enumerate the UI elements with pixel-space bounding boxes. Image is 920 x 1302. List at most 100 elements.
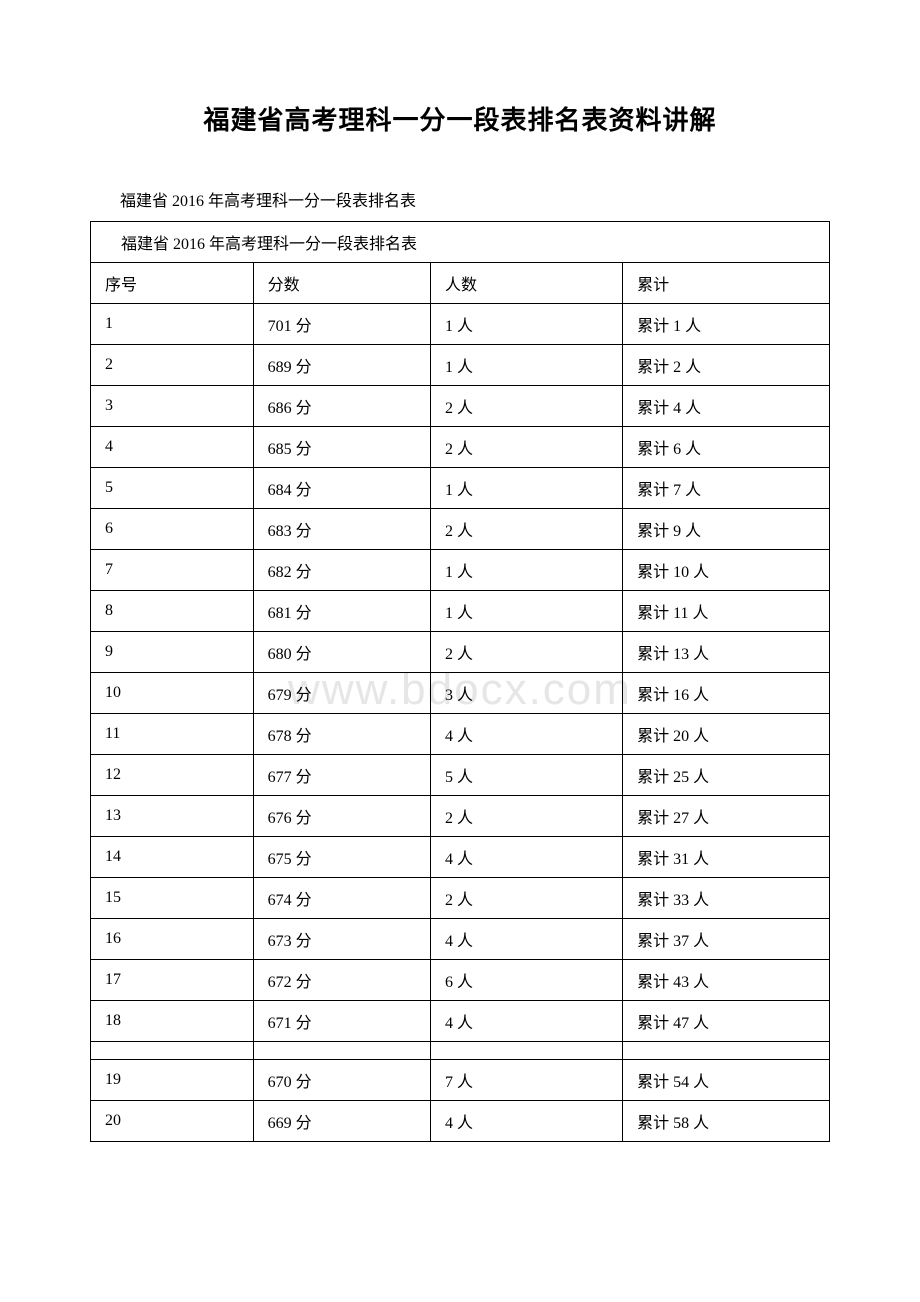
cell-count: 2 人 [430, 878, 622, 919]
cell-index: 15 [91, 878, 254, 919]
cell-count: 2 人 [430, 632, 622, 673]
table-caption-row: 福建省 2016 年高考理科一分一段表排名表 [91, 222, 830, 263]
cell-score: 675 分 [253, 837, 430, 878]
cell-index: 8 [91, 591, 254, 632]
cell-index: 5 [91, 468, 254, 509]
table-row: 13676 分2 人累计 27 人 [91, 796, 830, 837]
table-row: 4685 分2 人累计 6 人 [91, 427, 830, 468]
cell-index: 20 [91, 1101, 254, 1142]
cell-count: 5 人 [430, 755, 622, 796]
cell-count: 2 人 [430, 386, 622, 427]
cell-index: 10 [91, 673, 254, 714]
cell-cumulative: 累计 33 人 [623, 878, 830, 919]
cell-score: 674 分 [253, 878, 430, 919]
cell-count: 6 人 [430, 960, 622, 1001]
table-row: 19670 分7 人累计 54 人 [91, 1060, 830, 1101]
cell-count: 1 人 [430, 345, 622, 386]
cell-count: 4 人 [430, 837, 622, 878]
document-title: 福建省高考理科一分一段表排名表资料讲解 [90, 100, 830, 137]
cell-cumulative: 累计 7 人 [623, 468, 830, 509]
cell-score: 684 分 [253, 468, 430, 509]
spacer-cell [91, 1042, 254, 1060]
cell-count: 7 人 [430, 1060, 622, 1101]
header-count: 人数 [430, 263, 622, 304]
cell-count: 4 人 [430, 919, 622, 960]
table-row: 20669 分4 人累计 58 人 [91, 1101, 830, 1142]
table-row: 9680 分2 人累计 13 人 [91, 632, 830, 673]
cell-count: 1 人 [430, 468, 622, 509]
cell-score: 689 分 [253, 345, 430, 386]
cell-count: 1 人 [430, 550, 622, 591]
table-row: 15674 分2 人累计 33 人 [91, 878, 830, 919]
cell-score: 678 分 [253, 714, 430, 755]
table-row: 18671 分4 人累计 47 人 [91, 1001, 830, 1042]
table-row: 12677 分5 人累计 25 人 [91, 755, 830, 796]
cell-cumulative: 累计 16 人 [623, 673, 830, 714]
table-row: 5684 分1 人累计 7 人 [91, 468, 830, 509]
table-row: 8681 分1 人累计 11 人 [91, 591, 830, 632]
cell-cumulative: 累计 37 人 [623, 919, 830, 960]
cell-score: 683 分 [253, 509, 430, 550]
cell-score: 670 分 [253, 1060, 430, 1101]
header-cumulative: 累计 [623, 263, 830, 304]
cell-score: 673 分 [253, 919, 430, 960]
cell-cumulative: 累计 9 人 [623, 509, 830, 550]
cell-index: 1 [91, 304, 254, 345]
cell-cumulative: 累计 31 人 [623, 837, 830, 878]
cell-cumulative: 累计 27 人 [623, 796, 830, 837]
cell-index: 12 [91, 755, 254, 796]
table-caption: 福建省 2016 年高考理科一分一段表排名表 [91, 222, 830, 263]
cell-count: 1 人 [430, 591, 622, 632]
spacer-cell [623, 1042, 830, 1060]
cell-cumulative: 累计 43 人 [623, 960, 830, 1001]
cell-score: 686 分 [253, 386, 430, 427]
cell-count: 4 人 [430, 1101, 622, 1142]
cell-index: 13 [91, 796, 254, 837]
cell-cumulative: 累计 58 人 [623, 1101, 830, 1142]
cell-cumulative: 累计 20 人 [623, 714, 830, 755]
cell-cumulative: 累计 2 人 [623, 345, 830, 386]
cell-count: 4 人 [430, 714, 622, 755]
score-ranking-table: 福建省 2016 年高考理科一分一段表排名表 序号 分数 人数 累计 1701 … [90, 221, 830, 1142]
cell-index: 4 [91, 427, 254, 468]
table-header-row: 序号 分数 人数 累计 [91, 263, 830, 304]
cell-cumulative: 累计 1 人 [623, 304, 830, 345]
cell-cumulative: 累计 11 人 [623, 591, 830, 632]
cell-cumulative: 累计 47 人 [623, 1001, 830, 1042]
cell-score: 682 分 [253, 550, 430, 591]
cell-count: 1 人 [430, 304, 622, 345]
spacer-cell [253, 1042, 430, 1060]
cell-score: 669 分 [253, 1101, 430, 1142]
table-row: 17672 分6 人累计 43 人 [91, 960, 830, 1001]
table-row: 14675 分4 人累计 31 人 [91, 837, 830, 878]
cell-count: 2 人 [430, 427, 622, 468]
table-spacer-row [91, 1042, 830, 1060]
cell-count: 2 人 [430, 796, 622, 837]
cell-score: 685 分 [253, 427, 430, 468]
table-row: 7682 分1 人累计 10 人 [91, 550, 830, 591]
cell-index: 17 [91, 960, 254, 1001]
cell-score: 672 分 [253, 960, 430, 1001]
header-score: 分数 [253, 263, 430, 304]
cell-index: 2 [91, 345, 254, 386]
cell-count: 2 人 [430, 509, 622, 550]
table-row: 3686 分2 人累计 4 人 [91, 386, 830, 427]
cell-count: 3 人 [430, 673, 622, 714]
cell-cumulative: 累计 4 人 [623, 386, 830, 427]
cell-score: 701 分 [253, 304, 430, 345]
cell-index: 16 [91, 919, 254, 960]
cell-cumulative: 累计 13 人 [623, 632, 830, 673]
cell-index: 11 [91, 714, 254, 755]
header-index: 序号 [91, 263, 254, 304]
cell-index: 9 [91, 632, 254, 673]
cell-score: 677 分 [253, 755, 430, 796]
cell-score: 681 分 [253, 591, 430, 632]
table-row: 16673 分4 人累计 37 人 [91, 919, 830, 960]
table-row: 1701 分1 人累计 1 人 [91, 304, 830, 345]
cell-cumulative: 累计 25 人 [623, 755, 830, 796]
cell-count: 4 人 [430, 1001, 622, 1042]
cell-score: 671 分 [253, 1001, 430, 1042]
table-row: 10679 分3 人累计 16 人 [91, 673, 830, 714]
table-row: 11678 分4 人累计 20 人 [91, 714, 830, 755]
cell-index: 19 [91, 1060, 254, 1101]
